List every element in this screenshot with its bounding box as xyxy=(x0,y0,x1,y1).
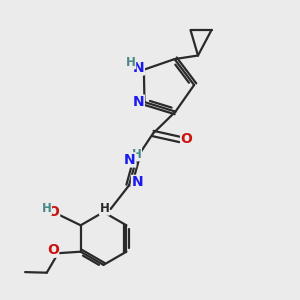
Text: H: H xyxy=(100,202,109,215)
Text: N: N xyxy=(133,95,144,109)
Text: N: N xyxy=(124,153,136,167)
Text: O: O xyxy=(48,206,60,219)
Text: H: H xyxy=(126,56,136,69)
Text: H: H xyxy=(41,202,51,215)
Text: N: N xyxy=(133,61,144,75)
Text: N: N xyxy=(132,176,143,189)
Text: O: O xyxy=(47,243,59,257)
Text: H: H xyxy=(132,148,141,161)
Text: O: O xyxy=(181,132,193,146)
